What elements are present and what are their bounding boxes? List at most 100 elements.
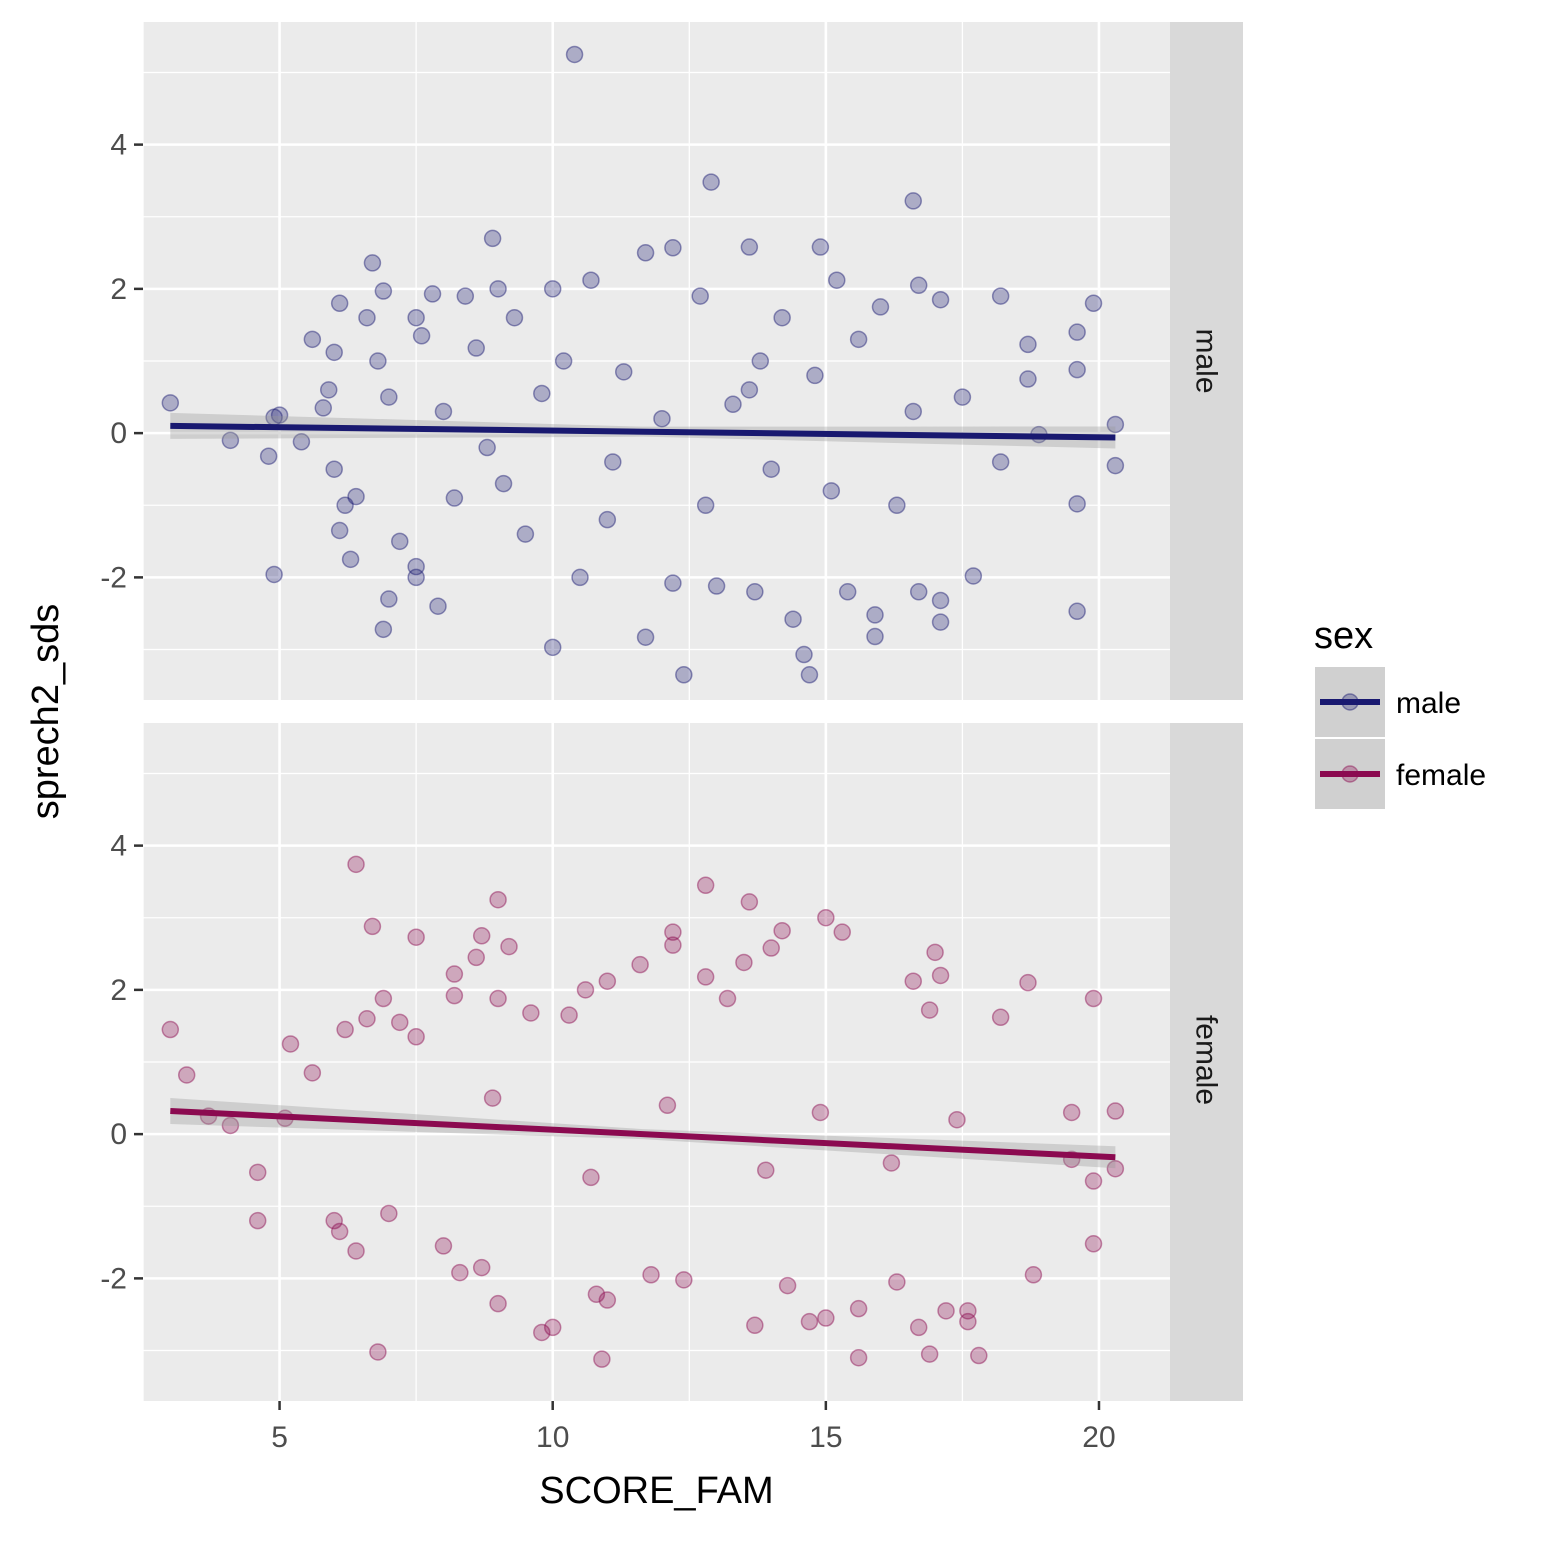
x-tick-label: 15	[809, 1421, 842, 1454]
data-point-male	[325, 343, 343, 362]
data-point-female	[888, 1273, 906, 1291]
data-point-male	[991, 453, 1010, 471]
data-point-female	[778, 1276, 797, 1295]
data-point-male	[909, 583, 928, 601]
data-point-female	[970, 1346, 988, 1365]
y-tick-label: -2	[100, 1262, 127, 1295]
data-point-male	[740, 381, 759, 399]
data-point-male	[773, 308, 791, 327]
data-point-female	[161, 1020, 180, 1039]
data-point-male	[259, 447, 278, 465]
data-point-male	[341, 550, 360, 569]
data-point-female	[800, 1312, 819, 1331]
y-tick-label: 0	[110, 1118, 127, 1151]
data-point-male	[707, 577, 726, 595]
data-point-female	[735, 953, 753, 972]
data-point-male	[429, 597, 447, 615]
data-point-male	[407, 557, 425, 576]
data-point-female	[576, 981, 595, 999]
data-point-male	[866, 606, 884, 624]
data-point-female	[467, 948, 485, 967]
data-point-male	[1019, 335, 1037, 354]
data-point-male	[795, 645, 813, 664]
data-point-male	[489, 280, 507, 298]
data-point-female	[248, 1163, 267, 1182]
data-point-female	[937, 1302, 955, 1320]
data-point-female	[598, 1291, 617, 1309]
data-point-female	[336, 1020, 354, 1039]
data-point-male	[691, 287, 709, 305]
data-point-female	[1062, 1103, 1081, 1122]
data-point-female	[631, 955, 649, 974]
data-point-female	[391, 1013, 409, 1032]
data-point-male	[380, 388, 398, 406]
data-point-female	[926, 943, 944, 962]
data-point-male	[314, 399, 333, 417]
data-point-female	[593, 1350, 611, 1368]
data-point-female	[817, 1309, 835, 1327]
data-point-male	[1019, 370, 1037, 388]
data-point-male	[292, 433, 311, 451]
data-point-female	[1106, 1159, 1125, 1178]
data-point-male	[407, 308, 425, 327]
data-point-female	[330, 1222, 349, 1241]
data-point-male	[533, 384, 551, 403]
data-point-male	[391, 532, 409, 551]
data-point-male	[653, 409, 671, 428]
data-point-female	[1084, 1235, 1103, 1253]
data-point-female	[472, 927, 491, 945]
data-point-male	[330, 521, 349, 540]
data-point-male	[904, 402, 922, 421]
data-point-male	[822, 482, 841, 500]
data-point-male	[543, 638, 562, 657]
data-point-female	[347, 855, 365, 874]
data-point-male	[931, 591, 950, 610]
y-axis-title: sprech2_sds	[25, 604, 67, 819]
data-point-male	[554, 352, 573, 370]
y-tick-label: 0	[110, 417, 127, 450]
data-point-male	[407, 568, 425, 587]
x-tick-label: 10	[536, 1421, 569, 1454]
y-tick-label: 4	[110, 129, 127, 162]
data-point-male	[516, 525, 535, 543]
data-point-male	[931, 290, 950, 309]
legend-label-female: female	[1396, 759, 1486, 792]
data-point-male	[445, 489, 464, 507]
legend-label-male: male	[1396, 687, 1461, 720]
data-point-male	[265, 565, 283, 584]
data-point-male	[675, 666, 693, 684]
data-point-female	[675, 1271, 693, 1289]
data-point-female	[347, 1242, 365, 1260]
data-point-female	[658, 1096, 677, 1115]
data-point-male	[565, 45, 584, 64]
data-point-female	[664, 923, 682, 941]
data-point-male	[636, 628, 655, 646]
data-point-female	[587, 1285, 606, 1304]
data-point-female	[472, 1258, 491, 1277]
data-point-male	[412, 327, 431, 345]
data-point-male	[467, 339, 485, 357]
data-point-male	[696, 496, 715, 515]
data-point-female	[817, 908, 835, 927]
data-point-female	[1084, 989, 1103, 1008]
data-point-male	[664, 574, 682, 592]
data-point-male	[221, 431, 240, 450]
data-point-female	[849, 1348, 868, 1367]
data-point-male	[849, 330, 868, 349]
data-point-female	[931, 966, 950, 985]
trend-line-male	[170, 422, 1116, 441]
data-point-male	[604, 453, 622, 471]
y-tick-label: 2	[110, 273, 127, 306]
data-point-female	[882, 1154, 901, 1172]
data-point-female	[718, 989, 737, 1008]
data-point-male	[953, 388, 972, 406]
data-point-male	[270, 406, 289, 424]
data-point-female	[380, 1204, 398, 1223]
legend-title: sex	[1314, 615, 1373, 657]
data-point-female	[920, 1345, 939, 1363]
data-point-female	[909, 1318, 928, 1337]
legend-key-female	[1313, 737, 1387, 811]
data-point-male	[330, 294, 349, 313]
data-point-female	[489, 1294, 507, 1313]
